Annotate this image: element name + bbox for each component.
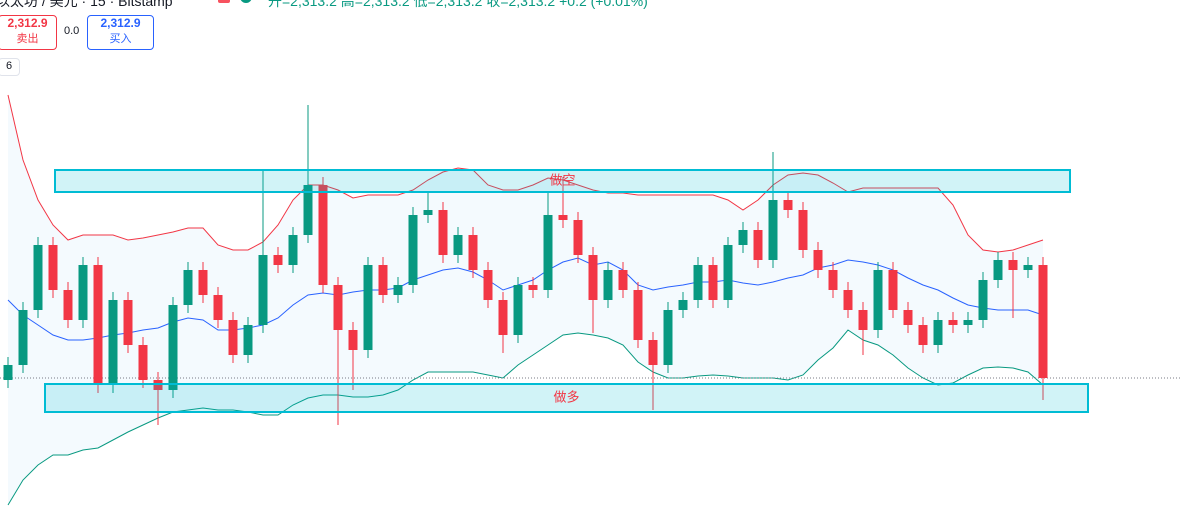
candle-body	[123, 300, 133, 345]
candle-body	[393, 285, 403, 295]
candle-body	[558, 215, 568, 220]
candle-body	[993, 260, 1003, 280]
candle-body	[768, 200, 778, 260]
zone-box	[54, 169, 1071, 193]
buy-price: 2,312.9	[100, 16, 141, 30]
candle-body	[183, 270, 193, 305]
candle-body	[723, 245, 733, 300]
candle-body	[873, 270, 883, 330]
candle-body	[678, 300, 688, 310]
sell-label: 卖出	[16, 33, 39, 45]
candle-body	[333, 285, 343, 330]
candle-body	[498, 300, 508, 335]
candle-body	[273, 255, 283, 265]
candle-body	[918, 325, 928, 345]
candle-body	[303, 185, 313, 235]
candle-body	[63, 290, 73, 320]
candle-body	[963, 320, 973, 325]
candle-body	[783, 200, 793, 210]
candle-body	[213, 295, 223, 320]
candle-body	[903, 310, 913, 325]
candle-body	[243, 325, 253, 355]
candle-body	[528, 285, 538, 290]
candle-body	[33, 245, 43, 310]
symbol-title: 以太坊 / 美元 · 15 · Bitstamp	[0, 0, 173, 9]
candle-body	[198, 270, 208, 295]
candle-body	[543, 215, 553, 290]
candle-body	[513, 285, 523, 335]
candle-body	[258, 255, 268, 325]
sell-button[interactable]: 2,312.9 卖出	[0, 15, 57, 50]
candle-body	[858, 310, 868, 330]
candle-body	[378, 265, 388, 295]
candle-body	[948, 320, 958, 325]
candle-body	[663, 310, 673, 365]
candle-body	[1008, 260, 1018, 270]
candle-body	[573, 220, 583, 255]
candle-body	[693, 265, 703, 300]
candle-body	[753, 230, 763, 260]
candle-body	[93, 265, 103, 385]
candle-body	[168, 305, 178, 390]
candle-body	[18, 310, 28, 365]
candle-body	[408, 215, 418, 285]
candle-body	[933, 320, 943, 345]
band-line	[7, 257, 1044, 341]
flag-icon[interactable]	[218, 0, 230, 3]
candle-body	[843, 290, 853, 310]
candle-body	[618, 270, 628, 290]
candle-body	[138, 345, 148, 380]
candle-body	[798, 210, 808, 250]
indicator-toggle[interactable]: 6	[0, 58, 20, 76]
candle-body	[708, 265, 718, 300]
candle-body	[813, 250, 823, 270]
candle-body	[648, 340, 658, 365]
spread: 0.0	[64, 25, 80, 37]
candle-body	[48, 245, 58, 290]
buy-button[interactable]: 2,312.9 买入	[87, 15, 154, 50]
status-icon	[240, 0, 252, 3]
band-line	[7, 94, 1044, 253]
candle-body	[228, 320, 238, 355]
candle-body	[288, 235, 298, 265]
band-fill	[8, 95, 1043, 505]
candle-body	[828, 270, 838, 290]
candle-body	[483, 270, 493, 300]
candle-body	[108, 300, 118, 385]
candle-body	[1038, 265, 1048, 378]
candle-body	[423, 210, 433, 215]
candle-body	[318, 185, 328, 285]
candle-body	[588, 255, 598, 300]
candle-body	[633, 290, 643, 340]
candle-body	[888, 270, 898, 310]
candle-body	[978, 280, 988, 320]
zone-label: 做多	[553, 389, 579, 404]
candle-body	[603, 270, 613, 300]
candle-body	[1023, 265, 1033, 270]
zone-box	[44, 383, 1089, 413]
candle-body	[438, 210, 448, 255]
candle-body	[453, 235, 463, 255]
zone-label: 做空	[549, 172, 575, 187]
candle-body	[3, 365, 13, 380]
candle-body	[348, 330, 358, 350]
ohlc-quote: 开=2,313.2 高=2,313.2 低=2,313.2 收=2,313.2 …	[268, 0, 648, 9]
candle-body	[738, 230, 748, 245]
buy-label: 买入	[109, 33, 132, 45]
candle-body	[363, 265, 373, 350]
sell-price: 2,312.9	[7, 16, 48, 30]
candle-body	[78, 265, 88, 320]
candle-body	[468, 235, 478, 270]
indicator-count: 6	[5, 60, 13, 72]
